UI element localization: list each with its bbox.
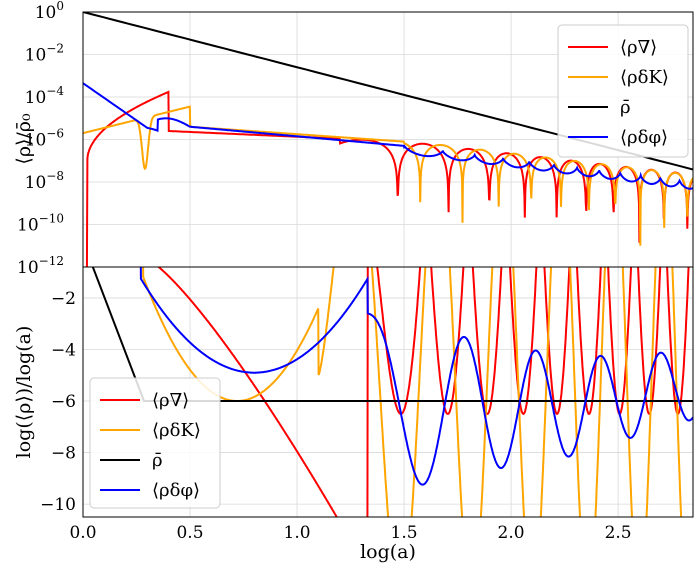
bottom-y-tick-label: −2 [51, 289, 76, 309]
bottom-series-line [142, 267, 683, 517]
top-y-tick-label: 10−8 [25, 169, 64, 193]
bottom-legend: ⟨ρ∇⟩ ⟨ρδK⟩ ρ̄ ⟨ρδφ⟩ [89, 377, 221, 509]
bottom-panel-frame [82, 266, 694, 518]
top-legend-box [557, 24, 689, 158]
bottom-legend-label: ⟨ρδφ⟩ [152, 480, 200, 501]
bottom-y-tick-label: −10 [40, 495, 76, 515]
bottom-panel-curves [91, 267, 693, 517]
x-tick-label: 0.5 [176, 523, 203, 543]
top-y-axis-label: ⟨ρ⟩/ρ̄₀ [13, 113, 35, 165]
bottom-series-line [157, 267, 690, 517]
top-y-tick-labels: 10−12 10−10 10−8 10−6 10−4 10−2 100 [17, 0, 64, 278]
top-legend: ⟨ρ∇⟩ ⟨ρδK⟩ ρ̄ ⟨ρδφ⟩ [557, 24, 689, 158]
top-y-tick-label: 10−4 [25, 84, 65, 108]
bottom-y-tick-label: −4 [51, 340, 76, 360]
bottom-series-line [139, 267, 693, 486]
top-y-tick-label: 100 [35, 0, 64, 23]
x-tick-label: 2.5 [605, 523, 632, 543]
bottom-y-axis-label: log(⟨ρ⟩)/log(a) [13, 326, 35, 459]
x-tick-labels: 0.0 0.5 1.0 1.5 2.0 2.5 [69, 523, 631, 543]
top-legend-label: ρ̄ [620, 97, 631, 118]
top-series-line [83, 82, 693, 190]
x-axis-label: log(a) [360, 541, 416, 563]
bottom-y-tick-labels: −2 −4 −6 −8 −10 [40, 289, 76, 515]
top-y-tick-label: 10−2 [25, 42, 64, 66]
bottom-legend-label: ρ̄ [152, 450, 163, 471]
top-y-tick-label: 10−12 [17, 254, 64, 278]
x-tick-label: 1.0 [284, 523, 311, 543]
top-legend-label: ⟨ρδK⟩ [620, 67, 669, 88]
top-series-line [85, 90, 693, 267]
bottom-legend-box [89, 377, 221, 509]
top-legend-label: ⟨ρδφ⟩ [620, 127, 668, 148]
bottom-legend-label: ⟨ρ∇⟩ [152, 390, 189, 411]
bottom-y-tick-label: −6 [51, 392, 76, 412]
x-tick-label: 2.0 [498, 523, 525, 543]
x-tick-label: 0.0 [69, 523, 96, 543]
bottom-y-tick-label: −8 [51, 444, 76, 464]
top-y-tick-label: 10−6 [25, 127, 64, 151]
bottom-legend-label: ⟨ρδK⟩ [152, 420, 201, 441]
top-legend-label: ⟨ρ∇⟩ [620, 37, 657, 58]
x-tick-label: 1.5 [391, 523, 418, 543]
top-y-tick-label: 10−10 [17, 212, 64, 236]
